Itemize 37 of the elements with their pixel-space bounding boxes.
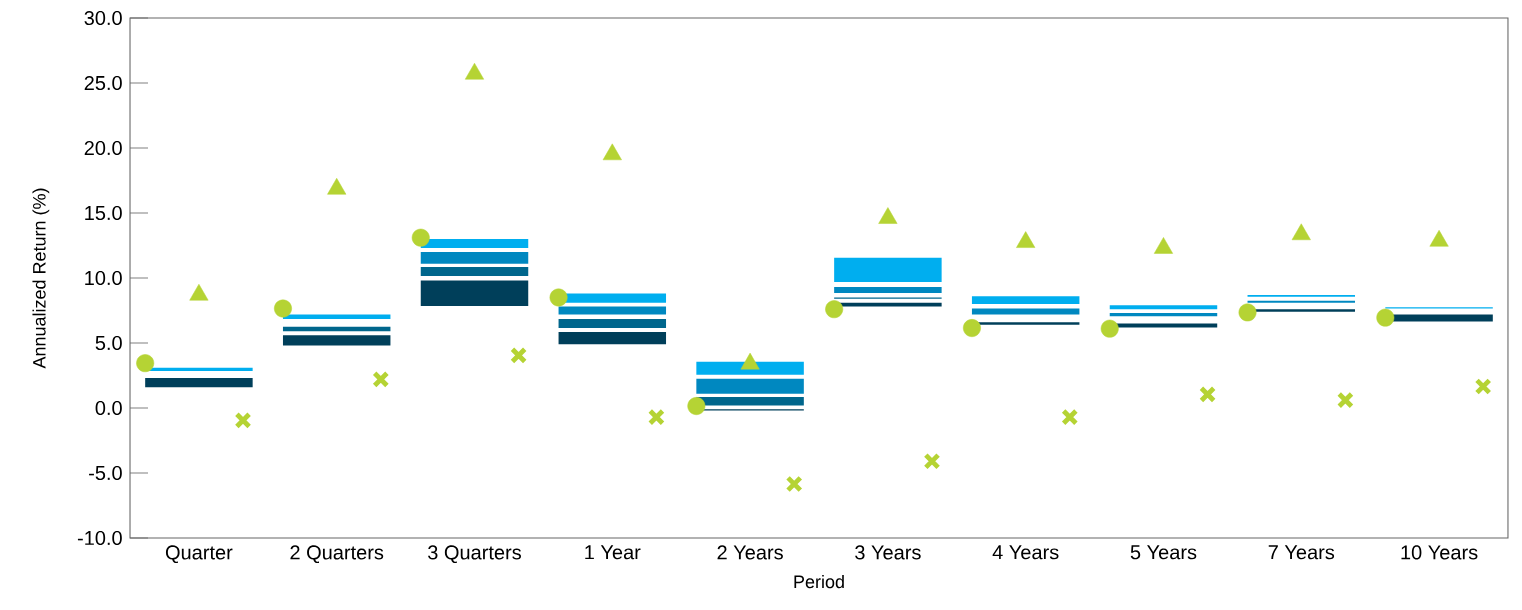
y-tick-label: 20.0	[84, 140, 122, 156]
x-tick-label: 2 Quarters	[290, 545, 384, 564]
y-tick-label: -5.0	[89, 465, 122, 481]
x-tick-label: 7 Years	[1268, 545, 1335, 560]
y-tick-label: 0.0	[95, 400, 122, 416]
bar	[282, 335, 391, 346]
x-tick-label: 5 Years	[1130, 545, 1197, 560]
x-tick-label: Quarter	[165, 545, 233, 564]
x-tick-label: 2 Years	[717, 545, 783, 560]
bar	[282, 314, 391, 319]
bar	[696, 378, 804, 394]
bar	[1109, 313, 1218, 317]
bar	[1109, 305, 1218, 310]
bar	[145, 378, 253, 388]
bar	[834, 257, 942, 282]
x-tick-label: 4 Years	[992, 545, 1059, 560]
y-tick-label: -10.0	[77, 530, 122, 546]
y-tick-label: 10.0	[85, 270, 122, 286]
bar	[558, 318, 667, 329]
x-tick-label: 3 Years	[855, 545, 921, 560]
bar	[971, 296, 1080, 304]
x-axis-title: Period	[794, 574, 844, 589]
x-tick-label: 3 Quarters	[428, 545, 521, 564]
bar	[696, 361, 804, 375]
bar	[834, 287, 942, 293]
x-tick-label: 1 Year	[585, 545, 641, 560]
y-tick-label: 30.0	[84, 10, 122, 26]
y-tick-label: 15.0	[85, 205, 122, 221]
bar	[420, 280, 529, 306]
bar	[420, 266, 529, 277]
x-tick-label: 10 Years	[1401, 545, 1478, 560]
y-tick-label: 5.0	[95, 335, 122, 351]
y-axis-title: Annualized Return (%)	[32, 188, 50, 369]
bar	[558, 331, 667, 345]
bar	[420, 238, 529, 249]
bar	[420, 251, 529, 264]
y-tick-label: 25.0	[84, 75, 122, 91]
